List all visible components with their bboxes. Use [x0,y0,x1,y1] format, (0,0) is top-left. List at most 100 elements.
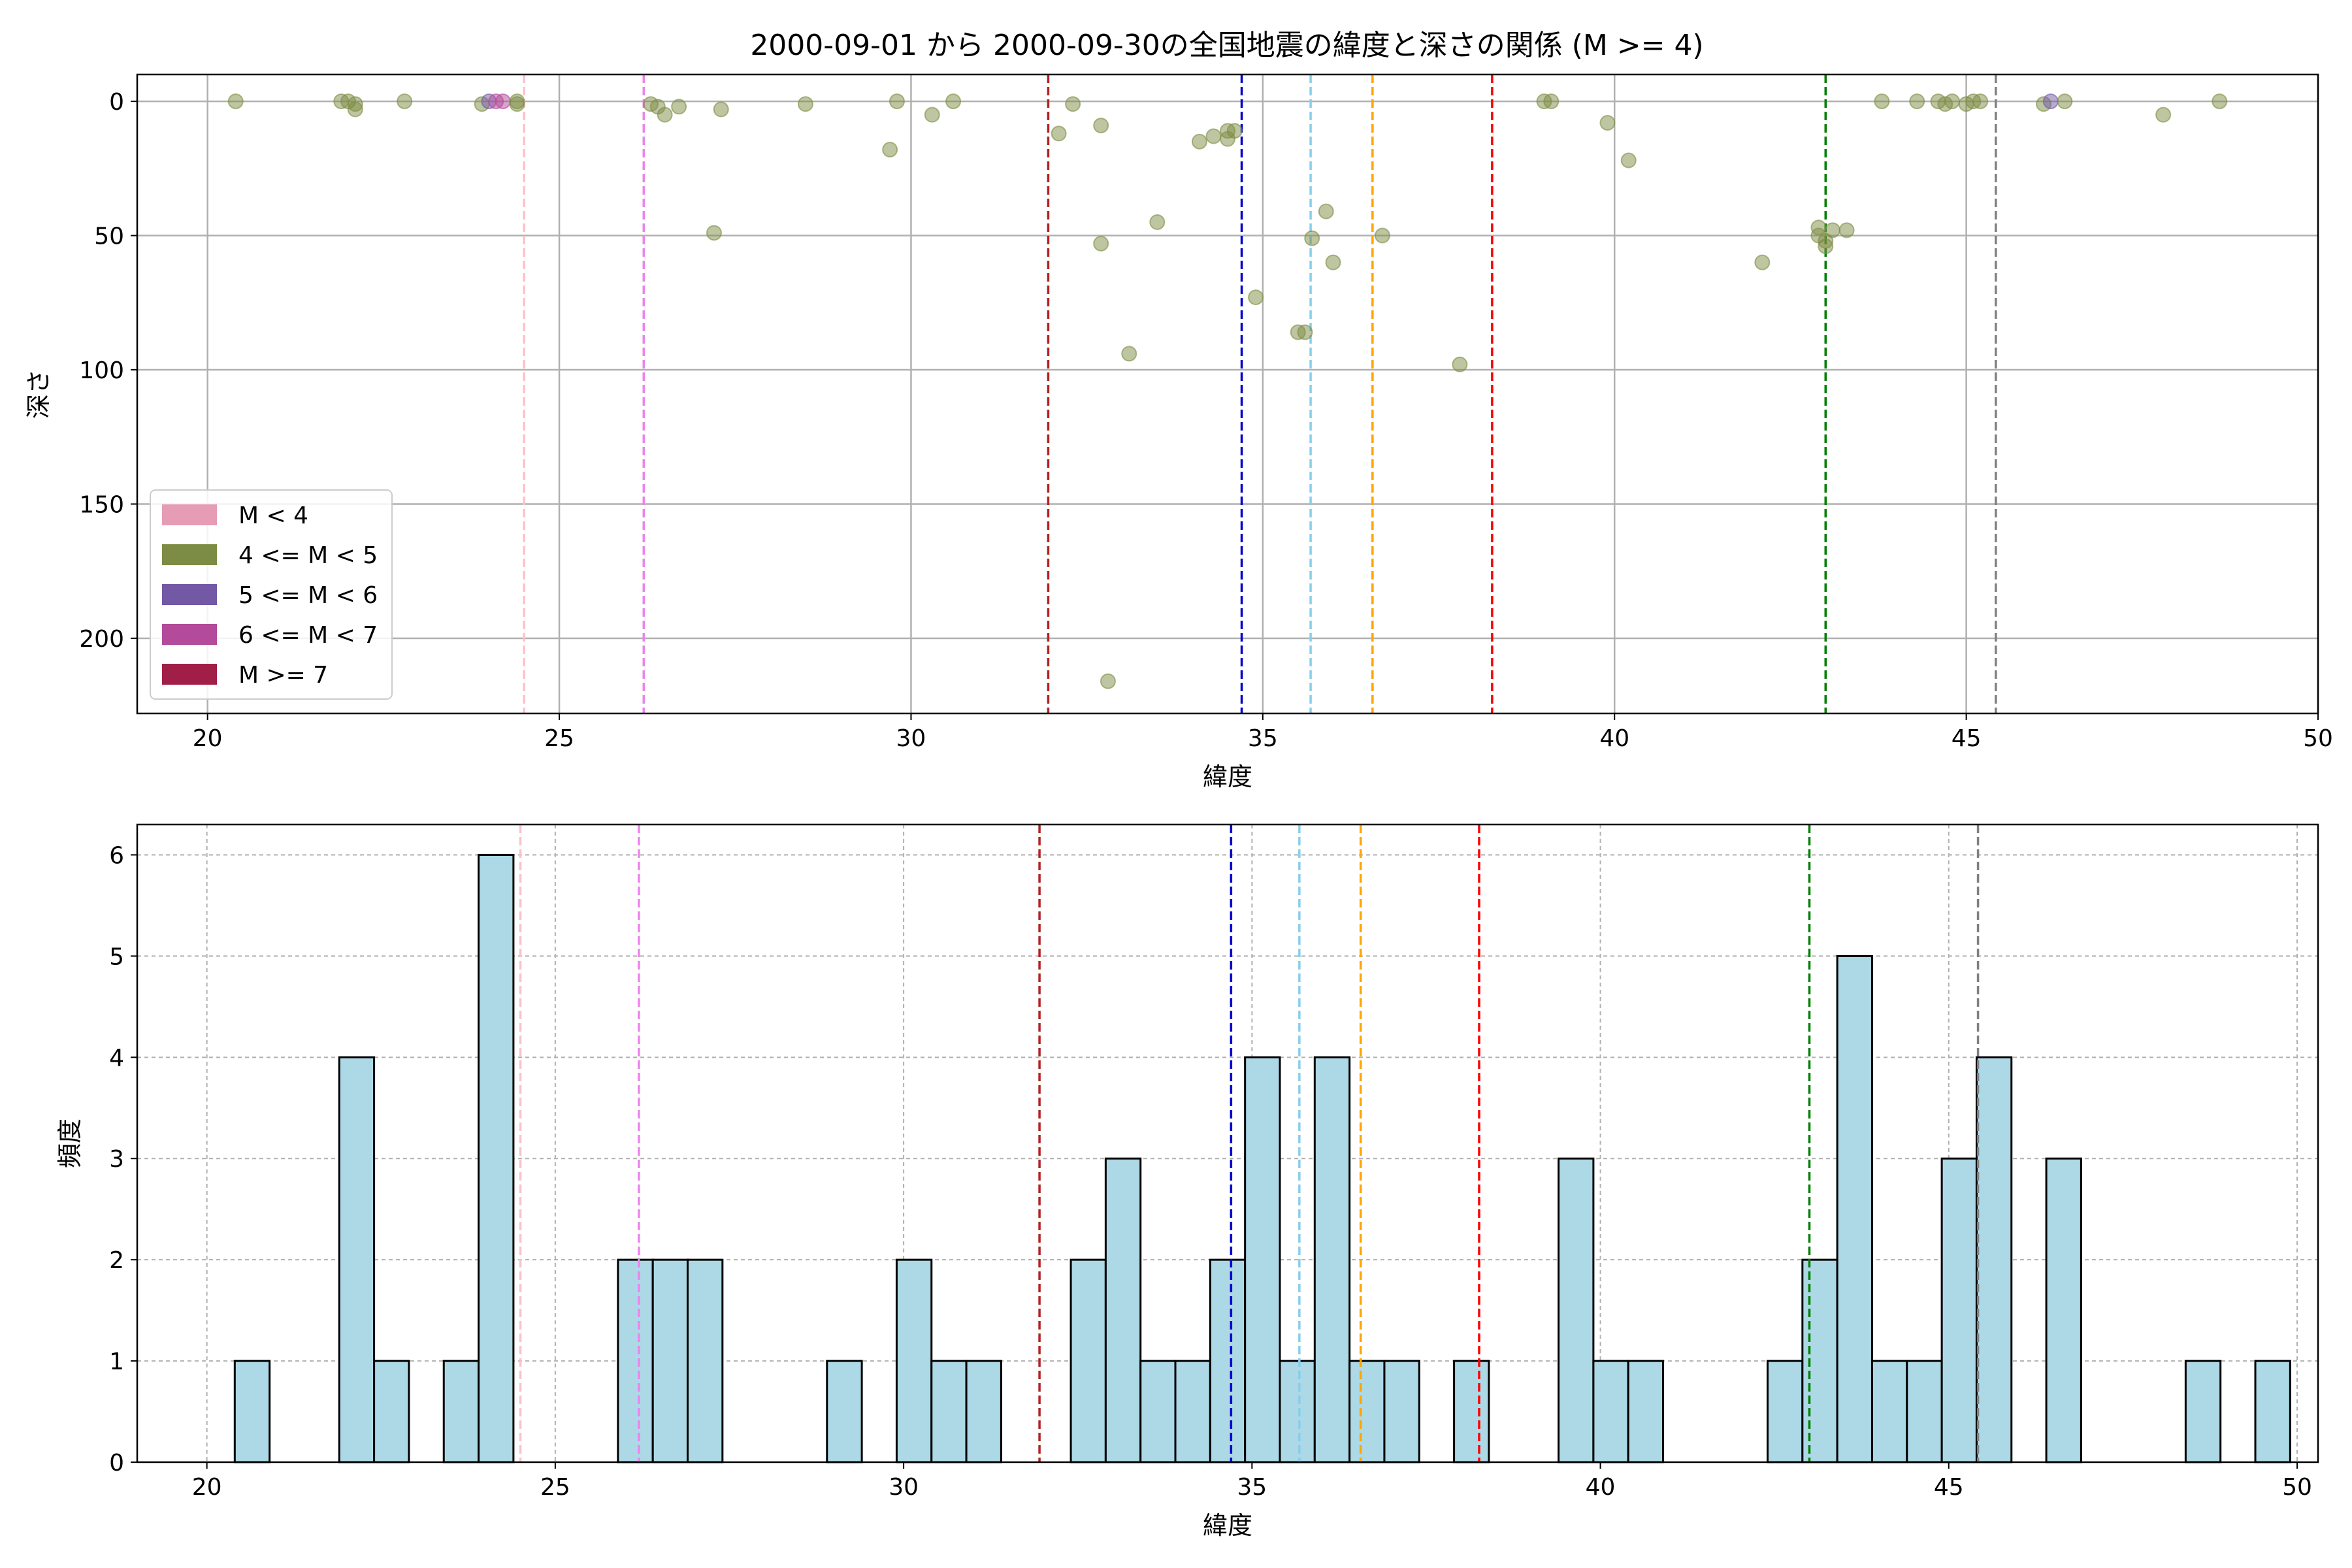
histogram-bar [1139,1360,1177,1463]
legend-label: M < 4 [238,502,308,529]
histogram-y-tick-label: 3 [109,1146,124,1173]
scatter-point [1191,133,1207,150]
histogram-bar [2254,1360,2291,1463]
scatter-point [1304,230,1320,246]
histogram-bar [1975,1056,2013,1463]
histogram-bar [1348,1360,1386,1463]
scatter-point [1093,118,1109,134]
scatter-point [1325,254,1341,270]
histogram-bar [2045,1157,2082,1463]
scatter-grid [137,74,2319,713]
scatter-point [2212,93,2228,110]
histogram-bar [1767,1360,1804,1463]
histogram-x-tick-label: 45 [1934,1474,1964,1501]
legend-swatch [162,584,217,605]
scatter-tick-labels: 20 25 30 35 40 45 50 0 50 100 150 200 [79,89,2333,752]
legend-swatch [162,504,217,525]
scatter-point [1838,222,1855,238]
histogram-bar [2184,1360,2222,1463]
histogram-bar [1558,1157,1595,1463]
scatter-y-tick-label: 200 [79,626,124,653]
histogram-bar [373,1360,410,1463]
scatter-point [1818,238,1834,254]
histogram-x-tick-label: 50 [2282,1474,2312,1501]
histogram-bar [686,1258,724,1463]
histogram-y-tick-label: 1 [109,1348,124,1375]
legend-swatch [162,664,217,685]
scatter-point [671,99,687,115]
scatter-point [397,93,413,110]
scatter-y-tick-label: 50 [94,223,124,250]
scatter-point [1248,289,1264,306]
histogram-y-axis-label: 頻度 [56,1119,84,1168]
legend-swatch [162,544,217,565]
scatter-point [1149,214,1166,231]
scatter-legend: M < 4 4 <= M < 5 5 <= M < 6 6 <= M < 7 M >= … [150,489,393,700]
histogram-y-tick-label: 4 [109,1045,124,1071]
histogram-bar [442,1360,480,1463]
histogram-bar [478,853,515,1463]
histogram-bar [233,1360,271,1463]
histogram-axes-frame [136,823,2319,1463]
scatter-point [227,93,244,110]
histogram-x-tick-label: 30 [889,1474,919,1501]
scatter-point [1972,93,1989,110]
histogram-bars [233,853,2291,1463]
legend-label: 6 <= M < 7 [238,622,378,649]
histogram-bar [1070,1258,1107,1463]
histogram-bar [965,1360,1002,1463]
histogram-bar [826,1360,863,1463]
histogram-bar [1383,1360,1420,1463]
scatter-point [2155,106,2172,123]
scatter-point [1452,356,1468,372]
scatter-point [1226,123,1243,139]
legend-swatch [162,624,217,645]
histogram-bar [1279,1360,1316,1463]
scatter-plot: 20 25 30 35 40 45 50 0 50 100 150 200 緯度 深さ M < 4 4 … [24,73,2333,791]
histogram-bar [895,1258,933,1463]
scatter-point [713,101,729,118]
scatter-point [945,93,962,110]
histogram-bar [1627,1360,1665,1463]
scatter-point [1065,96,1081,112]
histogram-bar [1313,1056,1351,1463]
histogram-x-tick-label: 35 [1237,1474,1267,1501]
histogram-y-tick-label: 2 [109,1247,124,1274]
histogram-x-tick-label: 20 [192,1474,222,1501]
histogram-y-tick-label: 5 [109,943,124,970]
histogram-bar [1592,1360,1629,1463]
scatter-point [1620,152,1637,169]
scatter-point [1909,93,1925,110]
legend-label: 5 <= M < 6 [238,582,378,609]
scatter-point [1374,227,1390,244]
histogram-y-tick-label: 6 [109,842,124,869]
legend-label: M >= 7 [238,662,328,689]
scatter-point [347,101,363,118]
scatter-point [2057,93,2073,110]
histogram-bar [617,1258,654,1463]
scatter-x-tick-label: 30 [896,725,926,752]
scatter-point [1051,125,1067,142]
histogram-bar [1244,1056,1281,1463]
scatter-point [657,106,673,123]
scatter-point [924,106,940,123]
scatter-point [1121,346,1137,362]
histogram-bar [651,1258,689,1463]
scatter-point [882,142,898,158]
scatter-point [797,96,813,112]
legend-box [150,489,393,700]
histogram-x-tick-label: 40 [1586,1474,1616,1501]
scatter-point [1874,93,1890,110]
scatter-point [889,93,905,110]
scatter-x-tick-label: 20 [193,725,223,752]
scatter-point [495,93,511,110]
histogram-bar [1940,1157,1978,1463]
scatter-point [1543,93,1560,110]
histogram-bar [1906,1360,1943,1463]
histogram-bar [1836,955,1873,1463]
scatter-x-tick-label: 45 [1952,725,1982,752]
histogram-x-axis-label: 緯度 [1203,1511,1252,1540]
